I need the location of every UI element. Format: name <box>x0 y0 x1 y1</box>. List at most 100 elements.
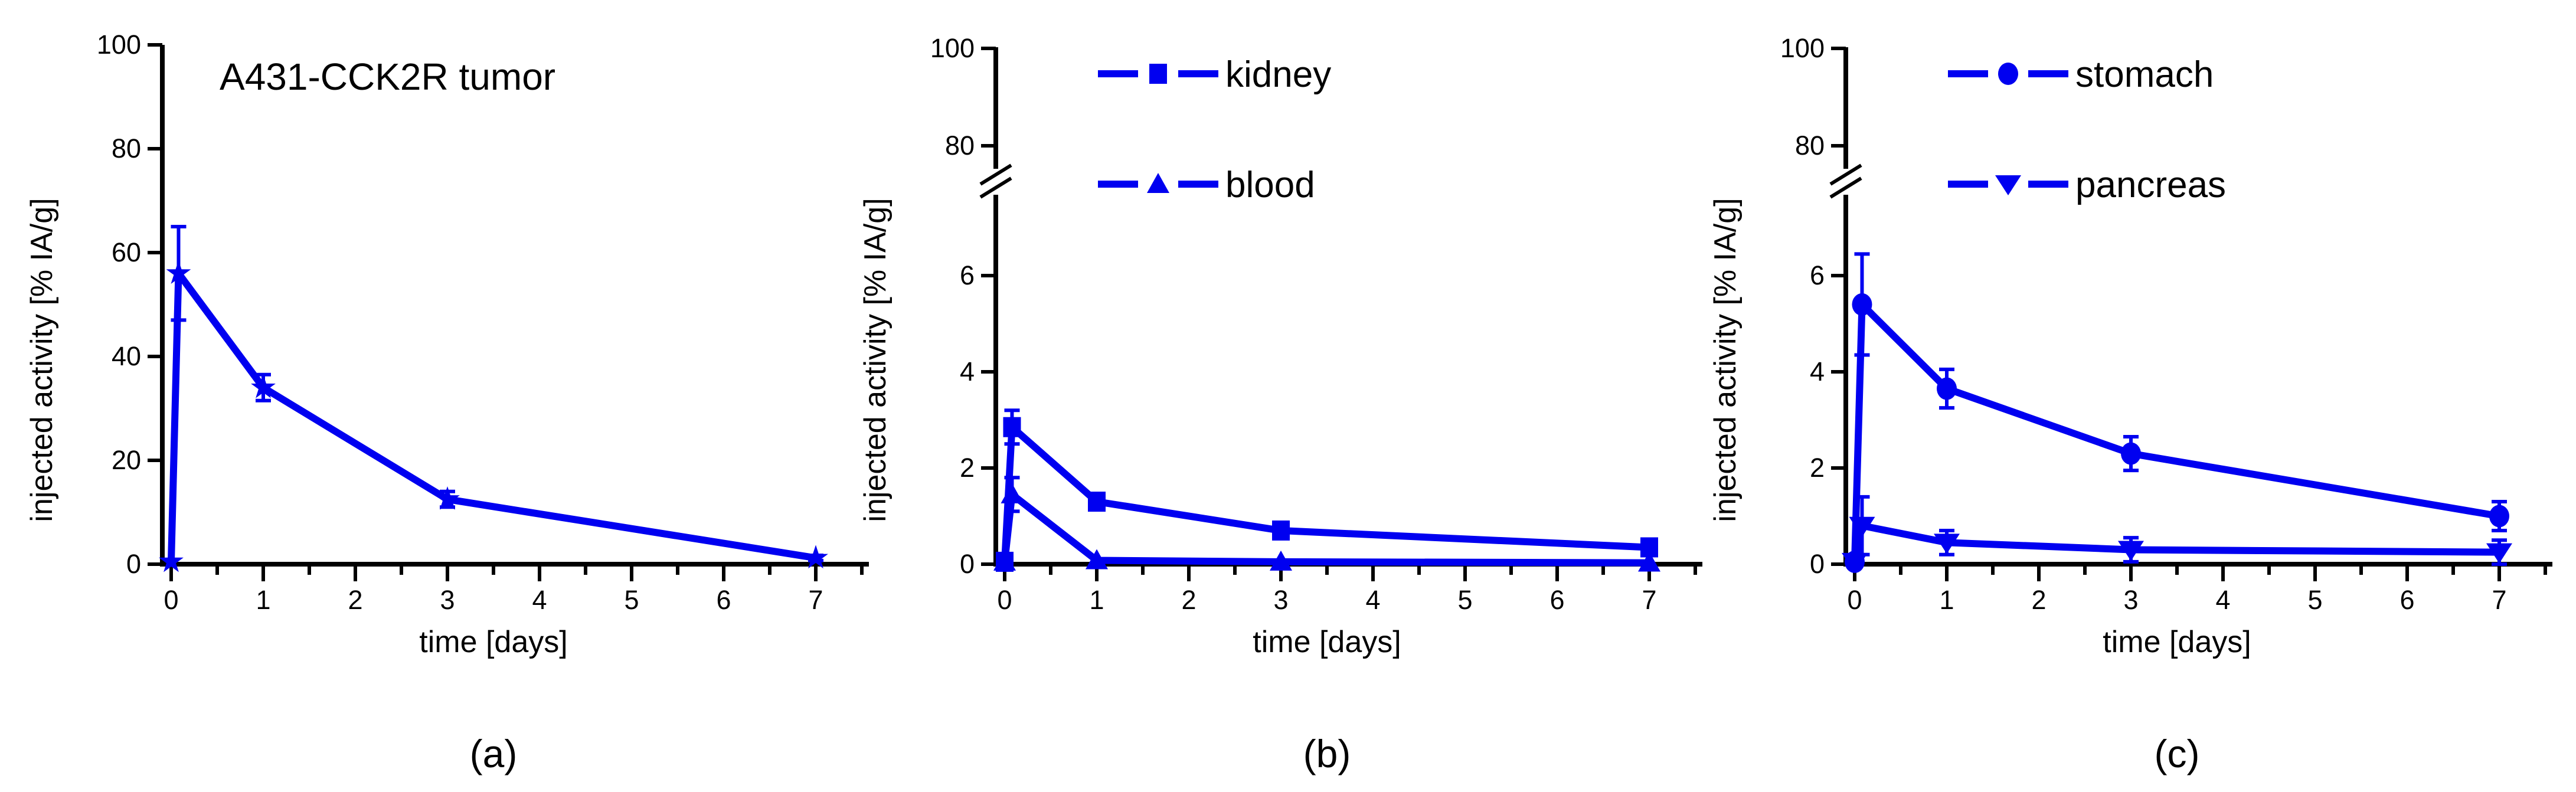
legend-label-pancreas: pancreas <box>2075 165 2226 205</box>
panel-letter-a: (a) <box>470 732 518 775</box>
legend-label-blood: blood <box>1225 165 1315 205</box>
circle-marker <box>1852 293 1872 316</box>
triangle-down-marker <box>1842 552 1868 573</box>
axis-break-slash-2 <box>979 176 1012 199</box>
star-marker <box>435 486 460 510</box>
triangle-down-marker <box>2486 543 2512 564</box>
x-tick-label: 3 <box>2123 585 2138 615</box>
axis-break-slash-2 <box>1829 176 1862 199</box>
star-marker <box>159 548 184 572</box>
triangle-up-marker <box>1638 551 1660 572</box>
y-tick-label: 2 <box>1810 453 1825 483</box>
x-axis-title: time [days] <box>1253 625 1401 659</box>
x-tick-label: 1 <box>1089 585 1104 615</box>
panel-b: 0 1 2 3 4 5 6 7 0 2 4 6 80 100 injected activity [% IA… <box>858 33 1702 775</box>
y-tick-label: 80 <box>112 133 141 163</box>
x-tick-label: 1 <box>256 585 270 615</box>
x-tick-label: 6 <box>1549 585 1564 615</box>
x-tick-label: 0 <box>164 585 178 615</box>
triangle-up-icon <box>1147 173 1169 193</box>
y-tick-label: 80 <box>945 130 975 161</box>
y-tick-label: 6 <box>960 260 975 290</box>
x-tick-label: 0 <box>997 585 1012 615</box>
series-pancreas-markers <box>1842 516 2512 573</box>
series-blood-markers <box>993 483 1660 572</box>
circle-icon <box>1998 63 2018 85</box>
star-marker <box>251 374 276 398</box>
x-axis-title: time [days] <box>2103 625 2251 659</box>
y-tick-label: 100 <box>97 30 141 60</box>
y-tick-label: 0 <box>1810 549 1825 579</box>
star-marker <box>803 545 828 569</box>
y-tick-label: 2 <box>960 453 975 483</box>
x-tick-label: 5 <box>624 585 639 615</box>
x-tick-label: 5 <box>2307 585 2322 615</box>
y-tick-label: 40 <box>112 341 141 371</box>
triangle-up-marker <box>1270 550 1292 571</box>
x-tick-label: 3 <box>1273 585 1288 615</box>
triangle-down-icon <box>1995 175 2021 195</box>
y-tick-label: 4 <box>960 356 975 387</box>
y-axis-title: injected activity [% IA/g] <box>25 198 59 522</box>
square-marker <box>1088 492 1106 512</box>
y-axis-title: injected activity [% IA/g] <box>1708 198 1743 522</box>
y-tick-label: 80 <box>1795 130 1825 161</box>
panel-title: A431-CCK2R tumor <box>220 55 555 98</box>
x-axis-title: time [days] <box>419 625 567 659</box>
axis-break-slash-1 <box>979 163 1012 186</box>
triangle-up-marker <box>993 550 1016 571</box>
star-marker <box>166 260 191 284</box>
x-tick-label: 4 <box>532 585 547 615</box>
series-A431-CCK2R tumor-markers <box>159 260 828 572</box>
series-pancreas <box>1842 495 2512 573</box>
triangle-down-marker <box>1849 516 1875 537</box>
y-tick-label: 0 <box>960 549 975 579</box>
series-kidney <box>996 408 1658 572</box>
square-marker <box>1272 520 1290 541</box>
panel-c: 0 1 2 3 4 5 6 7 0 2 4 6 80 100 injected activity [% IA… <box>1708 33 2552 775</box>
triangle-down-marker <box>2118 541 2144 561</box>
y-tick-label: 20 <box>112 445 141 475</box>
x-tick-label: 7 <box>808 585 823 615</box>
x-tick-label: 2 <box>2031 585 2046 615</box>
y-tick-label: 60 <box>112 237 141 267</box>
x-tick-label: 2 <box>1181 585 1196 615</box>
triangle-up-marker <box>1086 549 1108 570</box>
x-tick-label: 7 <box>1642 585 1656 615</box>
series-A431-CCK2R tumor <box>159 225 828 572</box>
x-tick-label: 0 <box>1847 585 1862 615</box>
legend-entry-kidney: kidney <box>1098 54 1331 95</box>
series-blood <box>993 476 1660 572</box>
x-tick-label: 6 <box>716 585 731 615</box>
square-icon <box>1149 64 1167 84</box>
y-axis-title: injected activity [% IA/g] <box>858 198 893 522</box>
legend-entry-stomach: stomach <box>1948 54 2214 95</box>
panel-a: 0 1 2 3 4 5 6 7 0 20 40 60 80 100 injected activity [%… <box>25 30 869 775</box>
circle-marker <box>1937 377 1957 400</box>
axis-break-slash-1 <box>1829 163 1862 186</box>
x-tick-label: 4 <box>2215 585 2230 615</box>
x-tick-label: 5 <box>1457 585 1472 615</box>
circle-marker <box>2489 505 2509 528</box>
panel-letter-b: (b) <box>1303 732 1351 775</box>
circle-marker <box>2121 442 2141 465</box>
y-tick-label: 100 <box>930 33 975 63</box>
y-tick-label: 6 <box>1810 260 1825 290</box>
triangle-up-marker <box>1001 483 1024 503</box>
x-tick-label: 2 <box>348 585 362 615</box>
x-tick-label: 1 <box>1939 585 1954 615</box>
legend-label-kidney: kidney <box>1225 54 1331 95</box>
x-tick-label: 4 <box>1365 585 1380 615</box>
panel-letter-c: (c) <box>2155 732 2200 775</box>
square-marker <box>1003 417 1021 437</box>
legend-label-stomach: stomach <box>2075 54 2214 95</box>
x-tick-label: 3 <box>440 585 455 615</box>
y-tick-label: 4 <box>1810 356 1825 387</box>
y-tick-label: 100 <box>1780 33 1825 63</box>
y-tick-label: 0 <box>126 549 141 579</box>
triangle-down-marker <box>1934 534 1960 554</box>
legend-entry-blood: blood <box>1098 165 1315 205</box>
